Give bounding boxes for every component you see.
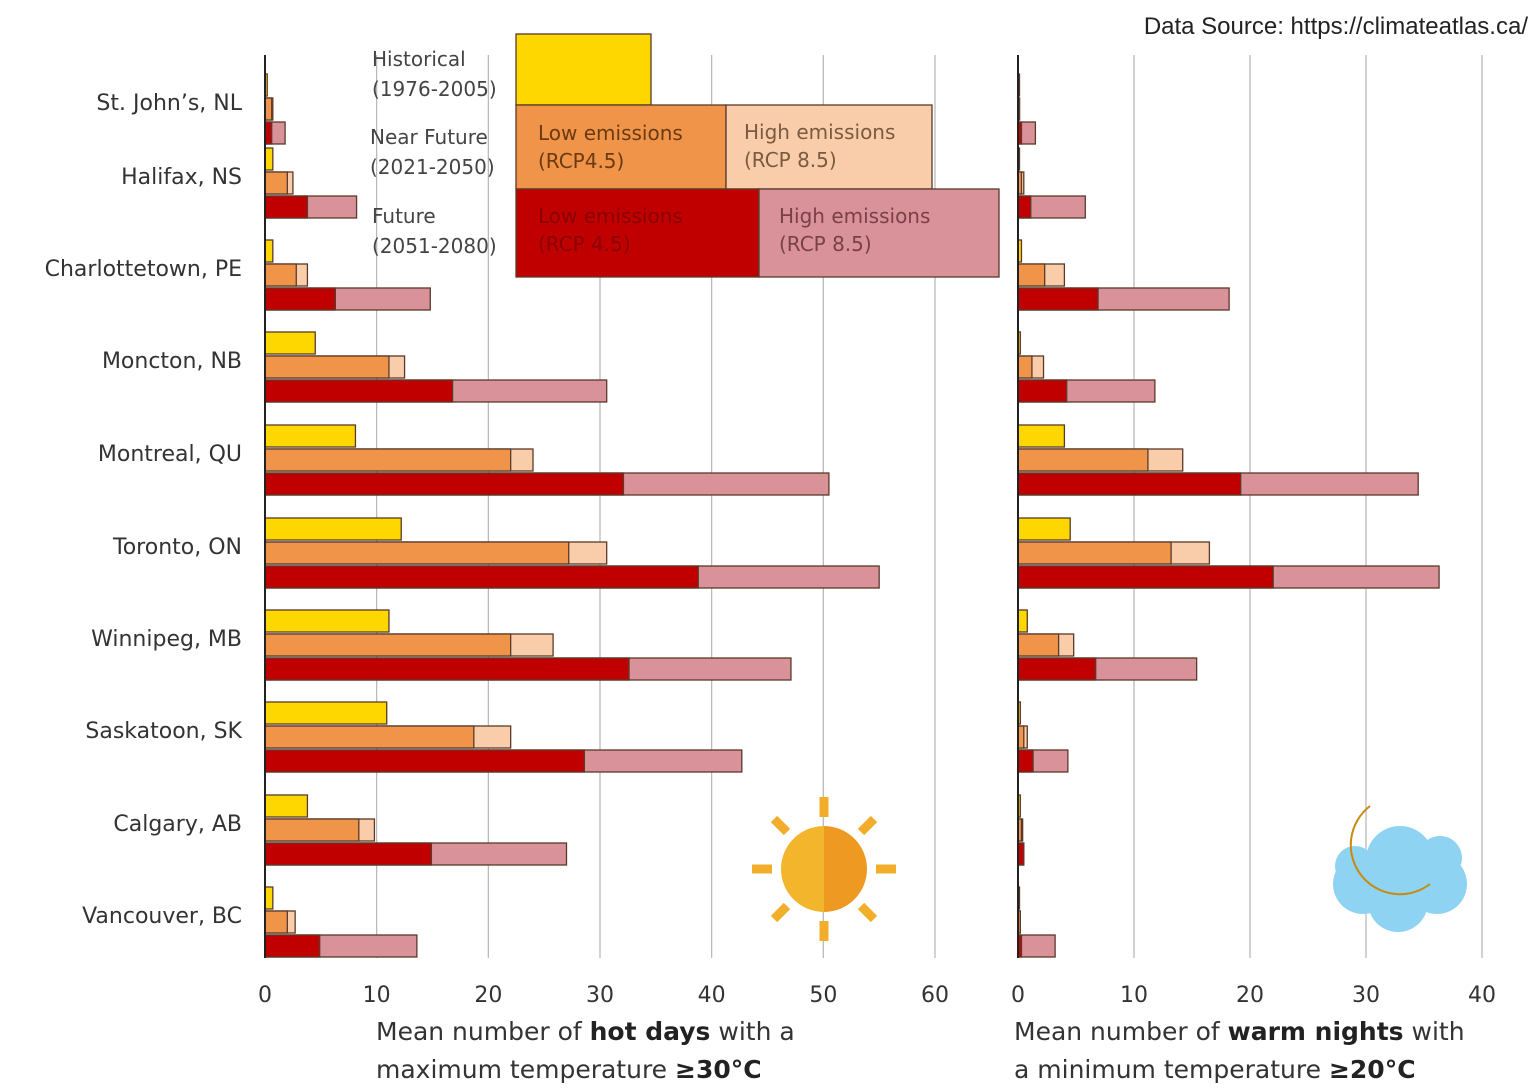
hot-bar-future-low xyxy=(264,472,625,496)
hot-bar-near-low xyxy=(264,633,512,657)
hot-axis-title-line2: maximum temperature ≥30°C xyxy=(376,1055,762,1084)
legend-near-low-swatch xyxy=(515,104,727,190)
legend-future-high-rcp: (RCP 8.5) xyxy=(779,232,872,256)
legend-historical-years: (1976-2005) xyxy=(372,77,497,101)
hot-tick-label: 50 xyxy=(809,983,837,1008)
hot-bar-near-low xyxy=(264,910,288,934)
warm-bar-future-low xyxy=(1017,472,1242,496)
hot-bar-future-low xyxy=(264,842,433,866)
legend-future-years: (2051-2080) xyxy=(372,234,497,258)
warm-bar-historical xyxy=(1017,424,1066,448)
warm-bar-near-low xyxy=(1017,263,1046,287)
hot-bar-historical xyxy=(264,239,274,263)
warm-bar-future-low xyxy=(1017,749,1034,773)
warm-bar-near-low xyxy=(1017,541,1172,565)
hot-bar-future-low xyxy=(264,657,630,681)
warm-tick-label: 40 xyxy=(1468,983,1496,1008)
warm-axis-title-line1: Mean number of warm nights with xyxy=(1014,1017,1465,1046)
city-label: Montreal, QU xyxy=(98,442,242,467)
legend-future-low-swatch xyxy=(515,188,760,278)
warm-axis-title-line2: a minimum temperature ≥20°C xyxy=(1014,1055,1416,1084)
data-source-text: Data Source: https://climateatlas.ca/ xyxy=(1144,13,1529,40)
warm-bar-future-low xyxy=(1017,195,1032,219)
city-label: Charlottetown, PE xyxy=(45,257,242,282)
hot-bar-near-low xyxy=(264,541,570,565)
city-label: Winnipeg, MB xyxy=(91,627,242,652)
hot-bar-future-low xyxy=(264,565,699,589)
hot-bar-historical xyxy=(264,331,316,355)
warm-tick-label: 0 xyxy=(1011,983,1025,1008)
legend-future-low-rcp: (RCP 4.5) xyxy=(538,232,631,256)
legend-near-high-text: High emissions xyxy=(744,120,895,144)
warm-tick-label: 10 xyxy=(1120,983,1148,1008)
warm-bar-historical xyxy=(1017,517,1071,541)
hot-bar-historical xyxy=(264,886,274,910)
moon-cloud-icon xyxy=(1333,805,1467,932)
hot-tick-label: 40 xyxy=(698,983,726,1008)
warm-bar-near-low xyxy=(1017,355,1033,379)
legend-future-high-text: High emissions xyxy=(779,204,930,228)
legend-near-future-label: Near Future xyxy=(370,125,488,149)
city-label: Saskatoon, SK xyxy=(85,719,242,744)
city-label: Moncton, NB xyxy=(102,349,242,374)
legend-near-low-text: Low emissions xyxy=(538,121,683,145)
legend-near-high-swatch xyxy=(725,104,933,190)
hot-bar-future-low xyxy=(264,195,309,219)
warm-bar-future-low xyxy=(1017,657,1097,681)
hot-bar-near-low xyxy=(264,171,288,195)
legend: Historical (1976-2005) Near Future (2021… xyxy=(370,33,1000,278)
hot-tick-label: 60 xyxy=(921,983,949,1008)
warm-bar-near-low xyxy=(1017,633,1060,657)
hot-tick-label: 20 xyxy=(474,983,502,1008)
city-label: Vancouver, BC xyxy=(82,904,242,929)
sun-icon xyxy=(752,797,896,941)
hot-bar-near-low xyxy=(264,263,297,287)
warm-tick-label: 30 xyxy=(1352,983,1380,1008)
legend-future-high-swatch xyxy=(758,188,1000,278)
hot-bar-future-low xyxy=(264,749,586,773)
hot-bar-future-low xyxy=(264,379,454,403)
city-label: St. John’s, NL xyxy=(96,91,242,116)
hot-bar-historical xyxy=(264,147,274,171)
warm-bar-future-low xyxy=(1017,379,1068,403)
hot-tick-label: 30 xyxy=(586,983,614,1008)
warm-bar-historical xyxy=(1017,609,1028,633)
city-label: Calgary, AB xyxy=(113,812,242,837)
hot-bar-future-low xyxy=(264,121,273,145)
legend-near-low-rcp: (RCP4.5) xyxy=(538,149,624,173)
legend-historical-swatch xyxy=(515,33,652,106)
legend-historical-label: Historical xyxy=(372,47,466,71)
hot-bar-near-low xyxy=(264,725,475,749)
hot-bar-historical xyxy=(264,794,309,818)
hot-bar-near-low xyxy=(264,355,390,379)
hot-bar-near-low xyxy=(264,448,512,472)
hot-bar-historical xyxy=(264,517,402,541)
city-label: Toronto, ON xyxy=(112,535,242,560)
warm-bar-future-low xyxy=(1017,565,1274,589)
legend-future-low-text: Low emissions xyxy=(538,204,683,228)
legend-near-high-rcp: (RCP 8.5) xyxy=(744,148,837,172)
city-label: Halifax, NS xyxy=(121,165,242,190)
hot-bar-historical xyxy=(264,424,357,448)
legend-future-label: Future xyxy=(372,204,436,228)
warm-bar-near-low xyxy=(1017,448,1149,472)
hot-bar-near-low xyxy=(264,97,273,121)
warm-tick-label: 20 xyxy=(1236,983,1264,1008)
hot-bar-future-low xyxy=(264,287,336,311)
hot-bar-historical xyxy=(264,701,388,725)
hot-bar-near-low xyxy=(264,818,360,842)
legend-near-future-years: (2021-2050) xyxy=(370,155,495,179)
hot-tick-label: 0 xyxy=(258,983,272,1008)
hot-days-panel: St. John’s, NL Halifax, NS Charlottetown, … xyxy=(45,55,949,1084)
warm-bar-future-high xyxy=(1017,934,1056,958)
hot-axis-title-line1: Mean number of hot days with a xyxy=(376,1017,795,1046)
warm-bar-future-low xyxy=(1017,287,1099,311)
hot-tick-label: 10 xyxy=(363,983,391,1008)
hot-bar-historical xyxy=(264,609,390,633)
hot-bar-future-low xyxy=(264,934,321,958)
